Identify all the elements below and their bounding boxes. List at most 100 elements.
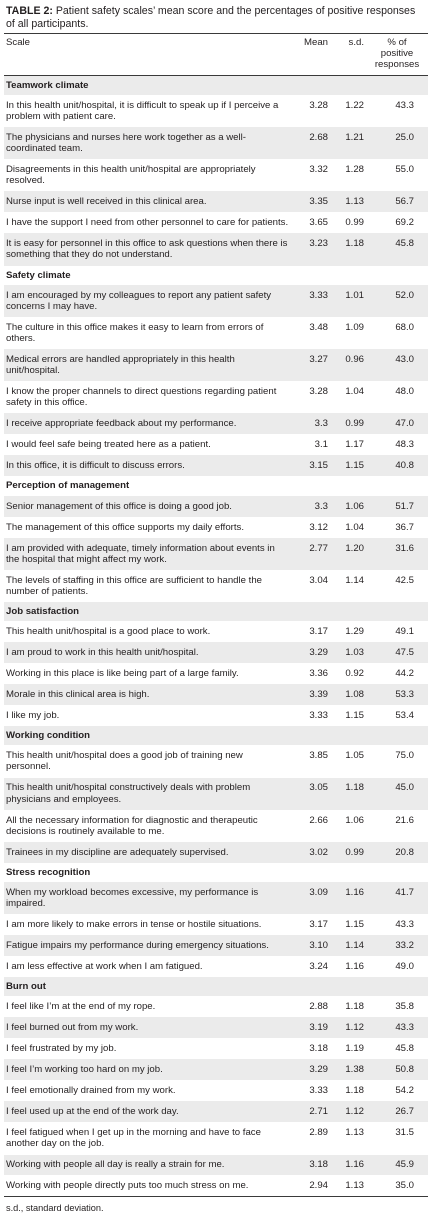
mean-value: 3.23 (292, 233, 330, 266)
sd-value: 1.16 (330, 1154, 366, 1176)
positive-response-value: 48.0 (395, 386, 414, 398)
mean-value: 3.09 (292, 882, 330, 915)
positive-response-value: 43.0 (366, 349, 428, 382)
section-title: Teamwork climate (4, 75, 428, 95)
table-row: The physicians and nurses here work toge… (4, 127, 428, 160)
scale-item: Nurse input is well received in this cli… (4, 191, 292, 213)
positive-response-value: 43.3 (366, 1017, 428, 1039)
positive-response-value: 43.3 (395, 99, 414, 111)
scale-item: Morale in this clinical area is high. (4, 684, 292, 706)
table-row: Morale in this clinical area is high. 3.3… (4, 684, 428, 706)
scale-item: I have the support I need from other per… (6, 217, 289, 229)
mean-value: 2.88 (309, 1001, 328, 1013)
table-row: It is easy for personnel in this office … (4, 233, 428, 266)
table-row: I am provided with adequate, timely info… (4, 537, 428, 570)
table-row: I feel burned out from my work. 3.19 1.12 4… (4, 1017, 428, 1039)
mean-value: 3.33 (292, 284, 330, 317)
section-title: Burn out (4, 977, 428, 997)
sd-value: 0.99 (330, 413, 366, 435)
sd-value: 1.06 (345, 814, 364, 826)
mean-value: 3.33 (309, 1085, 328, 1097)
table-row: I feel used up at the end of the work da… (4, 1101, 428, 1123)
table-label: TABLE 2: (6, 5, 53, 17)
scale-item: I feel I’m working too hard on my job. (4, 1059, 292, 1081)
positive-response-value: 69.2 (395, 217, 414, 229)
mean-value: 3.65 (309, 217, 328, 229)
sd-value: 1.13 (330, 1175, 366, 1198)
scale-item: Senior management of this office is doin… (4, 495, 292, 517)
positive-response-value: 50.8 (366, 1059, 428, 1081)
section-title: Stress recognition (6, 866, 91, 878)
mean-value: 3.85 (309, 750, 328, 762)
column-header-positive-responses: % of positive responses (366, 33, 428, 76)
mean-value: 3.04 (309, 574, 328, 586)
sd-value: 0.99 (330, 841, 366, 863)
mean-value: 3.28 (309, 386, 328, 398)
table-row: Fatigue impairs my performance during em… (4, 935, 428, 957)
scale-item: This health unit/hospital does a good jo… (6, 750, 243, 773)
table-body: Teamwork climate In this health unit/hosp… (4, 75, 428, 1198)
positive-response-value: 43.3 (395, 919, 414, 931)
sd-value: 1.12 (330, 1017, 366, 1039)
sd-value: 1.13 (330, 191, 366, 213)
mean-value: 3.02 (292, 841, 330, 863)
sd-value: 1.13 (345, 1127, 364, 1139)
scale-item: I feel fatigued when I get up in the mor… (6, 1127, 261, 1150)
mean-value: 3.24 (309, 961, 328, 973)
mean-value: 3.18 (292, 1154, 330, 1176)
table-row: I am proud to work in this health unit/h… (4, 642, 428, 664)
sd-value: 1.01 (330, 284, 366, 317)
scale-item: I am more likely to make errors in tense… (6, 919, 262, 931)
sd-value: 1.14 (345, 574, 364, 586)
patient-safety-table: Scale Mean s.d. % of positive responses … (4, 33, 428, 1198)
scale-item: I feel frustrated by my job. (6, 1043, 117, 1055)
mean-value: 3.10 (292, 935, 330, 957)
table-row: I am more likely to make errors in tense… (4, 914, 428, 935)
mean-value: 2.94 (292, 1175, 330, 1198)
positive-response-value: 33.2 (366, 935, 428, 957)
table-row: I am encouraged by my colleagues to repo… (4, 284, 428, 317)
document-page: TABLE 2: Patient safety scales’ mean sco… (4, 4, 428, 1213)
table-row: In this health unit/hospital, it is diff… (4, 95, 428, 127)
scale-item: Working in this place is like being part… (6, 668, 239, 680)
scale-item: The culture in this office makes it easy… (6, 321, 264, 345)
mean-value: 3.39 (292, 684, 330, 706)
sd-value: 1.06 (330, 495, 366, 517)
table-caption-text: Patient safety scales’ mean score and th… (6, 5, 416, 30)
positive-response-value: 20.8 (366, 841, 428, 863)
mean-value: 3.1 (314, 439, 328, 451)
sd-value: 1.05 (345, 750, 364, 762)
sd-value: 1.03 (330, 642, 366, 664)
mean-value: 3.28 (309, 99, 328, 111)
positive-response-value: 75.0 (395, 750, 414, 762)
table-row: The culture in this office makes it easy… (4, 317, 428, 349)
positive-response-value: 21.6 (395, 814, 414, 826)
scale-item: Fatigue impairs my performance during em… (4, 935, 292, 957)
table-row: I feel fatigued when I get up in the mor… (4, 1122, 428, 1154)
column-header-sd: s.d. (330, 33, 366, 76)
scale-item: This health unit/hospital constructively… (4, 777, 292, 810)
positive-response-value: 52.0 (366, 284, 428, 317)
sd-value: 1.15 (345, 710, 364, 722)
table-row: This health unit/hospital constructively… (4, 777, 428, 810)
table-header-row: Scale Mean s.d. % of positive responses (4, 33, 428, 76)
scale-item: The management of this office supports m… (6, 521, 245, 533)
column-header-scale: Scale (4, 33, 292, 76)
table-row: I receive appropriate feedback about my … (4, 413, 428, 435)
scale-item: The physicians and nurses here work toge… (4, 127, 292, 160)
sd-value: 1.04 (345, 386, 364, 398)
positive-response-value: 53.4 (395, 710, 414, 722)
scale-item: I like my job. (6, 710, 60, 722)
scale-item: It is easy for personnel in this office … (4, 233, 292, 266)
scale-item: I am proud to work in this health unit/h… (4, 642, 292, 664)
sd-value: 1.18 (330, 233, 366, 266)
section-title: Working condition (4, 726, 428, 746)
sd-value: 1.18 (345, 1085, 364, 1097)
mean-value: 3.17 (309, 626, 328, 638)
scale-item: I am less effective at work when I am fa… (6, 961, 203, 973)
mean-value: 3.33 (309, 710, 328, 722)
mean-value: 3.3 (292, 495, 330, 517)
positive-response-value: 45.8 (395, 1043, 414, 1055)
positive-response-value: 25.0 (366, 127, 428, 160)
sd-value: 1.38 (330, 1059, 366, 1081)
